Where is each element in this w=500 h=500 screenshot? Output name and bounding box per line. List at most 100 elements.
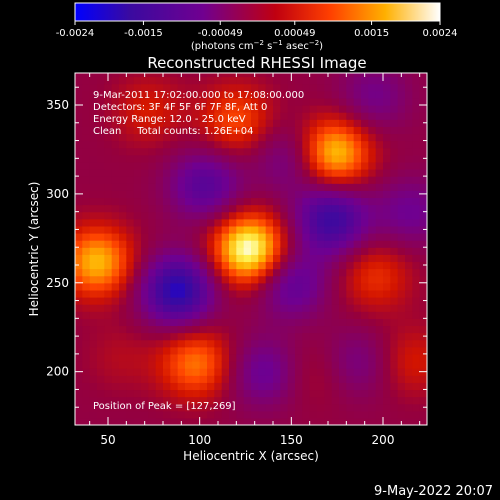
heatmap-cell bbox=[309, 140, 318, 149]
heatmap-cell bbox=[141, 325, 149, 334]
heatmap-cell bbox=[214, 289, 223, 298]
heatmap-cell bbox=[141, 403, 149, 412]
heatmap-cell bbox=[383, 282, 391, 291]
heatmap-cell bbox=[111, 154, 120, 163]
heatmap-cell bbox=[302, 346, 311, 355]
heatmap-cell bbox=[273, 382, 281, 391]
heatmap-cell bbox=[353, 282, 362, 291]
heatmap-cell bbox=[214, 247, 223, 255]
heatmap-cell bbox=[89, 161, 98, 170]
heatmap-cell bbox=[236, 261, 245, 270]
heatmap-cell bbox=[229, 147, 237, 156]
heatmap-cell bbox=[339, 176, 347, 184]
heatmap-cell bbox=[185, 218, 193, 227]
heatmap-cell bbox=[199, 197, 208, 206]
heatmap-cell bbox=[280, 169, 289, 177]
heatmap-cell bbox=[185, 147, 193, 156]
heatmap-cell bbox=[265, 361, 274, 369]
heatmap-cell bbox=[375, 119, 384, 127]
colorbar-tick-label: 0.00049 bbox=[274, 28, 315, 39]
heatmap-cell bbox=[317, 289, 325, 298]
heatmap-cell bbox=[331, 218, 340, 227]
heatmap-cell bbox=[419, 240, 427, 248]
heatmap-cell bbox=[119, 83, 127, 92]
heatmap-cell bbox=[229, 410, 237, 419]
heatmap-cell bbox=[192, 90, 201, 99]
heatmap-cell bbox=[163, 311, 171, 319]
heatmap-cell bbox=[119, 211, 127, 220]
heatmap-cell bbox=[207, 346, 215, 355]
heatmap-cell bbox=[148, 375, 157, 383]
heatmap-cell bbox=[75, 218, 83, 227]
heatmap-cell bbox=[258, 261, 267, 270]
heatmap-cell bbox=[353, 417, 362, 425]
heatmap-cell bbox=[119, 403, 127, 412]
heatmap-cell bbox=[111, 311, 120, 319]
heatmap-cell bbox=[111, 261, 120, 270]
heatmap-cell bbox=[375, 268, 384, 277]
heatmap-cell bbox=[368, 147, 377, 156]
heatmap-cell bbox=[199, 410, 208, 419]
heatmap-cell bbox=[383, 318, 391, 327]
heatmap-cell bbox=[302, 105, 311, 113]
heatmap-cell bbox=[82, 197, 91, 206]
heatmap-cell bbox=[199, 417, 208, 425]
heatmap-cell bbox=[331, 289, 340, 298]
heatmap-cell bbox=[419, 382, 427, 391]
heatmap-cell bbox=[207, 361, 215, 369]
heatmap-cell bbox=[97, 126, 105, 135]
heatmap-cell bbox=[89, 119, 98, 127]
heatmap-cell bbox=[375, 197, 384, 206]
heatmap-cell bbox=[229, 204, 237, 213]
heatmap-cell bbox=[243, 297, 252, 305]
heatmap-cell bbox=[221, 410, 230, 419]
heatmap-cell bbox=[309, 361, 318, 369]
heatmap-cell bbox=[353, 353, 362, 362]
heatmap-cell bbox=[141, 225, 149, 234]
heatmap-cell bbox=[280, 183, 289, 191]
heatmap-cell bbox=[111, 73, 120, 78]
heatmap-cell bbox=[236, 197, 245, 206]
heatmap-cell bbox=[229, 254, 237, 263]
heatmap-cell bbox=[126, 268, 135, 277]
heatmap-cell bbox=[155, 325, 164, 334]
heatmap-cell bbox=[324, 197, 333, 206]
heatmap-cell bbox=[251, 119, 259, 127]
heatmap-cell bbox=[111, 240, 120, 248]
heatmap-cell bbox=[236, 126, 245, 135]
heatmap-cell bbox=[346, 325, 355, 334]
heatmap-cell bbox=[133, 396, 142, 405]
heatmap-cell bbox=[221, 361, 230, 369]
heatmap-cell bbox=[199, 204, 208, 213]
heatmap-cell bbox=[375, 410, 384, 419]
heatmap-cell bbox=[141, 211, 149, 220]
heatmap-cell bbox=[302, 183, 311, 191]
heatmap-cell bbox=[97, 417, 105, 425]
heatmap-cell bbox=[383, 169, 391, 177]
heatmap-cell bbox=[309, 225, 318, 234]
heatmap-cell bbox=[258, 183, 267, 191]
heatmap-cell bbox=[302, 368, 311, 376]
heatmap-cell bbox=[97, 311, 105, 319]
heatmap-cell bbox=[412, 83, 421, 92]
heatmap-cell bbox=[368, 247, 377, 255]
heatmap-cell bbox=[309, 211, 318, 220]
heatmap-cell bbox=[405, 73, 413, 78]
heatmap-cell bbox=[317, 375, 325, 383]
heatmap-cell bbox=[405, 112, 413, 120]
heatmap-cell bbox=[317, 368, 325, 376]
heatmap-cell bbox=[419, 389, 427, 398]
heatmap-cell bbox=[397, 375, 406, 383]
heatmap-cell bbox=[346, 76, 355, 85]
heatmap-cell bbox=[397, 225, 406, 234]
heatmap-cell bbox=[75, 97, 83, 106]
heatmap-cell bbox=[75, 389, 83, 398]
heatmap-cell bbox=[273, 282, 281, 291]
heatmap-cell bbox=[177, 133, 186, 142]
heatmap-cell bbox=[185, 176, 193, 184]
heatmap-cell bbox=[324, 233, 333, 241]
heatmap-cell bbox=[148, 161, 157, 170]
heatmap-cell bbox=[192, 190, 201, 199]
heatmap-cell bbox=[104, 140, 113, 149]
heatmap-cell bbox=[324, 225, 333, 234]
